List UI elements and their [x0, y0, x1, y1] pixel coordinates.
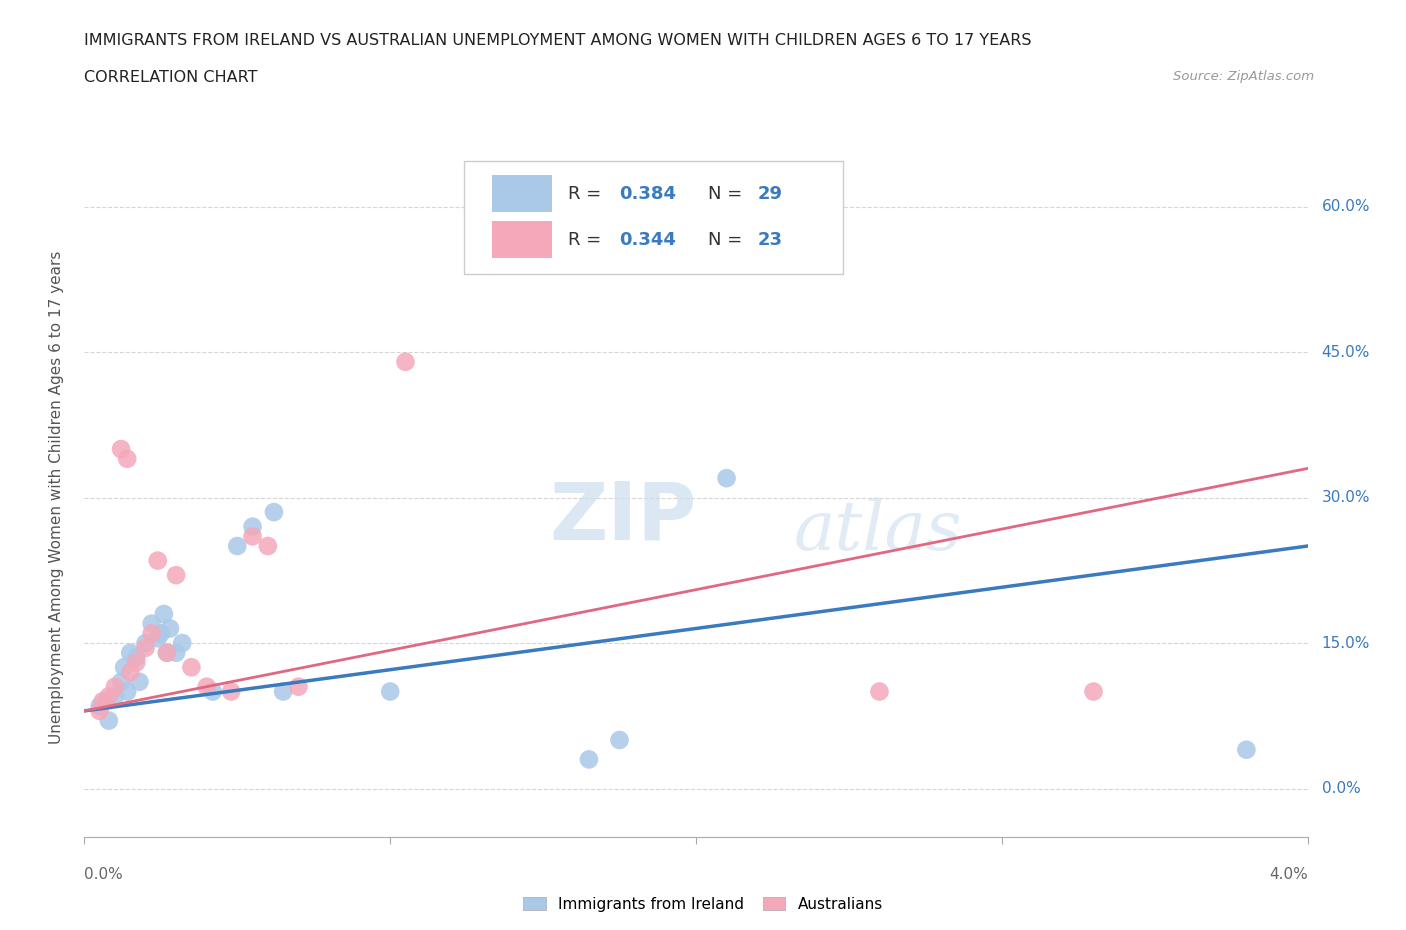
Text: 29: 29 [758, 185, 782, 203]
Text: CORRELATION CHART: CORRELATION CHART [84, 70, 257, 85]
Point [104, 689, 127, 704]
Text: 0.344: 0.344 [619, 231, 676, 248]
Point [654, 258, 676, 272]
Point [146, 631, 169, 645]
Point [94, 694, 117, 709]
Text: atlas: atlas [794, 498, 962, 565]
Point [1083, 684, 1105, 699]
Point [172, 635, 194, 650]
Text: Source: ZipAtlas.com: Source: ZipAtlas.com [1174, 70, 1315, 83]
Text: 0.0%: 0.0% [84, 867, 124, 882]
Point [89, 698, 111, 713]
Point [110, 442, 132, 457]
Y-axis label: Unemployment Among Women with Children Ages 6 to 17 years: Unemployment Among Women with Children A… [49, 251, 63, 744]
Point [91, 694, 114, 709]
Point [287, 679, 309, 694]
Point [146, 553, 169, 568]
Point [112, 660, 135, 675]
Legend: Immigrants from Ireland, Australians: Immigrants from Ireland, Australians [517, 890, 889, 918]
Point [115, 451, 138, 466]
Point [141, 617, 163, 631]
Point [156, 645, 179, 660]
Text: IMMIGRANTS FROM IRELAND VS AUSTRALIAN UNEMPLOYMENT AMONG WOMEN WITH CHILDREN AGE: IMMIGRANTS FROM IRELAND VS AUSTRALIAN UN… [84, 33, 1032, 47]
Text: 0.0%: 0.0% [1322, 781, 1361, 796]
Point [104, 679, 127, 694]
Point [263, 505, 285, 520]
Point [578, 752, 600, 767]
Point [716, 471, 738, 485]
Point [135, 635, 157, 650]
Point [380, 684, 402, 699]
Point [201, 684, 224, 699]
Text: 4.0%: 4.0% [1268, 867, 1308, 882]
Point [125, 650, 148, 665]
Text: 45.0%: 45.0% [1322, 345, 1369, 360]
Point [120, 645, 142, 660]
Point [242, 519, 264, 534]
Point [609, 733, 631, 748]
FancyBboxPatch shape [492, 176, 551, 212]
Text: ZIP: ZIP [550, 479, 696, 557]
Point [97, 689, 120, 704]
Point [180, 660, 202, 675]
Text: R =: R = [568, 185, 606, 203]
Point [153, 606, 176, 621]
Point [869, 684, 891, 699]
Point [257, 538, 280, 553]
Point [149, 626, 172, 641]
Point [242, 529, 264, 544]
Point [141, 626, 163, 641]
FancyBboxPatch shape [492, 221, 551, 258]
Point [97, 713, 120, 728]
Text: 30.0%: 30.0% [1322, 490, 1369, 505]
Point [219, 684, 242, 699]
Text: R =: R = [568, 231, 606, 248]
Point [165, 567, 187, 582]
FancyBboxPatch shape [464, 162, 842, 273]
Text: 0.384: 0.384 [619, 185, 676, 203]
Point [89, 703, 111, 718]
Point [226, 538, 249, 553]
Text: N =: N = [709, 231, 748, 248]
Point [394, 354, 416, 369]
Point [1234, 742, 1257, 757]
Point [156, 645, 179, 660]
Point [195, 679, 218, 694]
Text: N =: N = [709, 185, 748, 203]
Text: 15.0%: 15.0% [1322, 635, 1369, 650]
Point [165, 645, 187, 660]
Point [159, 621, 181, 636]
Text: 60.0%: 60.0% [1322, 199, 1369, 214]
Point [271, 684, 294, 699]
Point [115, 684, 138, 699]
Point [135, 641, 157, 656]
Text: 23: 23 [758, 231, 782, 248]
Point [128, 674, 150, 689]
Point [110, 674, 132, 689]
Point [125, 655, 148, 670]
Point [120, 665, 142, 680]
